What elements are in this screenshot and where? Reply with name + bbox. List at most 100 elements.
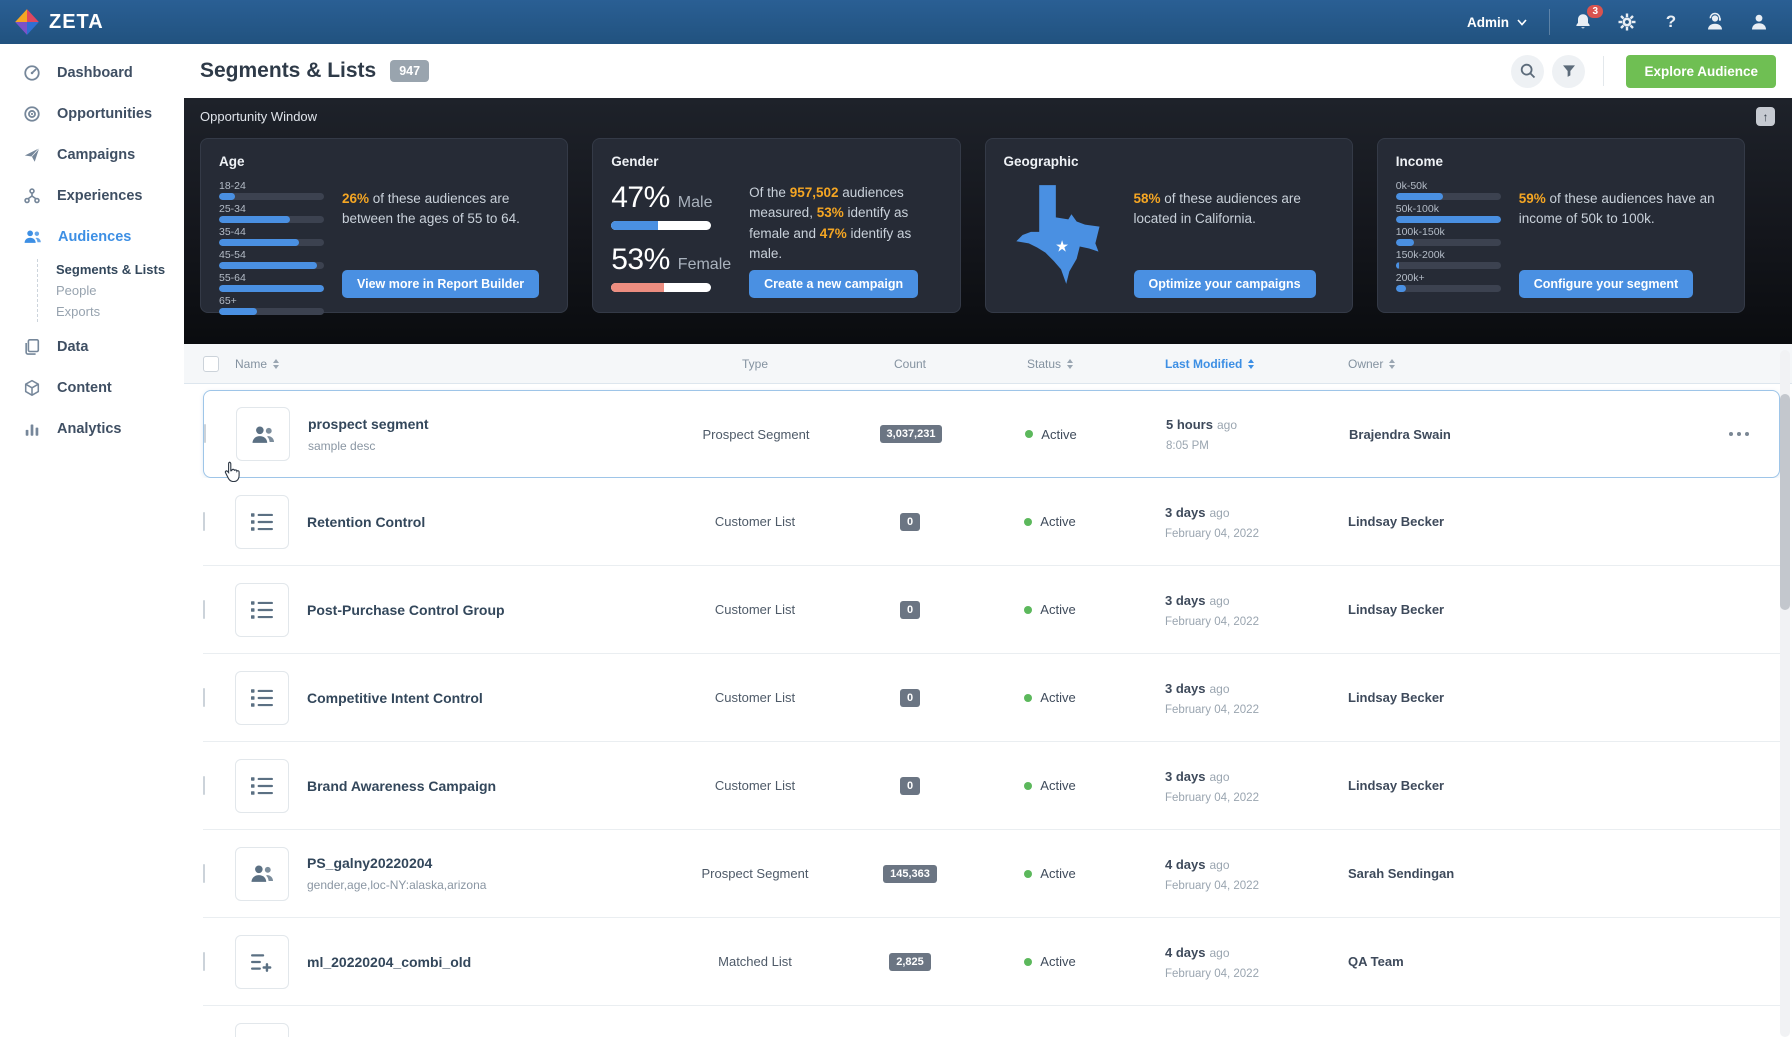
sidebar-label: Experiences bbox=[57, 187, 143, 204]
sidebar-item-audiences[interactable]: Audiences bbox=[0, 216, 184, 257]
collapse-panel-button[interactable]: ↑ bbox=[1756, 107, 1775, 126]
support-button[interactable] bbox=[1704, 11, 1726, 33]
table-row[interactable]: Competitive Intent Control Customer List… bbox=[203, 654, 1780, 742]
count-badge: 0 bbox=[899, 512, 921, 531]
row-checkbox[interactable] bbox=[203, 775, 205, 795]
sidebar-item-people[interactable]: People bbox=[56, 283, 97, 298]
row-checkbox[interactable] bbox=[203, 951, 205, 971]
count-badge: 3,037,231 bbox=[879, 425, 943, 443]
table-row-partial[interactable] bbox=[203, 1006, 1780, 1037]
sidebar-label: Opportunities bbox=[57, 105, 153, 122]
sidebar-item-exports[interactable]: Exports bbox=[56, 304, 101, 319]
geographic-insight-text: 58% of these audiences are located in Ca… bbox=[1133, 191, 1301, 227]
status-dot bbox=[1024, 605, 1033, 614]
total-count-badge: 947 bbox=[390, 60, 430, 82]
row-checkbox[interactable] bbox=[203, 511, 205, 531]
campaigns-icon bbox=[24, 147, 40, 162]
sidebar-item-data[interactable]: Data bbox=[0, 326, 184, 367]
sidebar-item-dashboard[interactable]: Dashboard bbox=[0, 52, 184, 93]
opportunities-icon bbox=[24, 105, 40, 122]
status-label: Active bbox=[1040, 602, 1076, 617]
sidebar-item-segments-lists[interactable]: Segments & Lists bbox=[56, 262, 166, 277]
map-star-icon: ★ bbox=[1055, 239, 1069, 256]
income-bar bbox=[1395, 262, 1501, 269]
row-checkbox[interactable] bbox=[204, 424, 206, 443]
column-name: Name bbox=[235, 356, 268, 371]
table-row[interactable]: prospect segment sample desc Prospect Seg… bbox=[204, 391, 1779, 477]
row-menu-button[interactable] bbox=[1729, 432, 1749, 436]
search-button[interactable] bbox=[1511, 54, 1545, 88]
modified-relative: 4 days bbox=[1165, 856, 1206, 872]
column-owner: Owner bbox=[1348, 356, 1384, 371]
sidebar-item-content[interactable]: Content bbox=[0, 367, 184, 408]
sort-owner-button[interactable] bbox=[1389, 358, 1396, 369]
explore-audience-button[interactable]: Explore Audience bbox=[1626, 54, 1776, 88]
sort-last-modified-button[interactable] bbox=[1248, 358, 1255, 369]
optimize-campaigns-button[interactable]: Optimize your campaigns bbox=[1133, 270, 1316, 298]
configure-segment-button[interactable]: Configure your segment bbox=[1518, 270, 1694, 298]
segment-type: Matched List bbox=[718, 954, 792, 969]
create-campaign-button[interactable]: Create a new campaign bbox=[749, 270, 919, 298]
scrollbar-track[interactable] bbox=[1780, 350, 1790, 1037]
sidebar-item-analytics[interactable]: Analytics bbox=[0, 408, 184, 449]
sort-name-button[interactable] bbox=[273, 358, 280, 369]
count-badge: 0 bbox=[899, 600, 921, 619]
age-card: Age 18-24 25-34 35-44 45-54 55-64 65+ bbox=[200, 138, 569, 315]
table-row[interactable]: ml_20220204_combi_old Matched List 2,825… bbox=[203, 918, 1780, 1006]
sidebar-item-opportunities[interactable]: Opportunities bbox=[0, 93, 184, 134]
segment-name: Competitive Intent Control bbox=[307, 689, 483, 706]
list-icon bbox=[235, 582, 289, 637]
modified-detail: February 04, 2022 bbox=[1165, 527, 1259, 540]
count-badge: 145,363 bbox=[883, 864, 937, 883]
settings-button[interactable] bbox=[1616, 11, 1638, 33]
table-row-selected: prospect segment sample desc Prospect Seg… bbox=[203, 390, 1780, 478]
female-percent: 53% bbox=[611, 243, 670, 276]
row-checkbox[interactable] bbox=[203, 599, 205, 619]
status-label: Active bbox=[1040, 514, 1076, 529]
modified-detail: February 04, 2022 bbox=[1165, 879, 1259, 892]
segment-type: Customer List bbox=[714, 690, 796, 705]
table-row[interactable]: Post-Purchase Control Group Customer Lis… bbox=[203, 566, 1780, 654]
sidebar-label: Content bbox=[57, 379, 112, 396]
admin-menu[interactable]: Admin bbox=[1467, 15, 1527, 30]
help-button[interactable]: ? bbox=[1660, 11, 1682, 33]
help-icon: ? bbox=[1665, 12, 1677, 31]
owner-name: Sarah Sendingan bbox=[1348, 866, 1455, 881]
table-row[interactable]: Retention Control Customer List 0 Active… bbox=[203, 478, 1780, 566]
row-checkbox[interactable] bbox=[203, 687, 205, 707]
income-card: Income 0k-50k 50k-100k 100k-150k 150k-20… bbox=[1376, 138, 1745, 313]
sidebar-label: Campaigns bbox=[57, 146, 136, 163]
table-row[interactable]: Brand Awareness Campaign Customer List 0… bbox=[203, 742, 1780, 830]
segment-name: PS_galny20220204 bbox=[307, 855, 433, 871]
status-label: Active bbox=[1041, 426, 1077, 442]
table-row[interactable]: PS_galny20220204 gender,age,loc-NY:alaska… bbox=[203, 830, 1780, 918]
scrollbar-thumb[interactable] bbox=[1780, 394, 1790, 610]
sidebar-label: Analytics bbox=[57, 420, 122, 437]
user-button[interactable] bbox=[1748, 11, 1770, 33]
row-checkbox[interactable] bbox=[203, 863, 205, 883]
sort-status-button[interactable] bbox=[1067, 358, 1074, 369]
segment-name: Post-Purchase Control Group bbox=[307, 601, 505, 618]
sidebar-item-experiences[interactable]: Experiences bbox=[0, 175, 184, 216]
segment-type: Prospect Segment bbox=[702, 426, 810, 442]
report-builder-button[interactable]: View more in Report Builder bbox=[342, 270, 540, 298]
income-bar-label: 100k-150k bbox=[1395, 226, 1445, 238]
table-header: Name Type Count Status Last Modified Own… bbox=[184, 344, 1792, 384]
notifications-button[interactable]: 3 bbox=[1572, 5, 1603, 33]
sidebar-item-campaigns[interactable]: Campaigns bbox=[0, 134, 184, 175]
age-card-title: Age bbox=[219, 154, 245, 169]
income-bars: 0k-50k 50k-100k 100k-150k 150k-200k 200k… bbox=[1395, 180, 1501, 298]
search-icon bbox=[1520, 63, 1536, 79]
owner-name: Lindsay Becker bbox=[1348, 514, 1445, 529]
status-label: Active bbox=[1040, 690, 1076, 705]
segment-type: Customer List bbox=[714, 514, 796, 529]
modified-ago: ago bbox=[1209, 857, 1230, 872]
income-bar-label: 0k-50k bbox=[1395, 180, 1428, 192]
select-all-checkbox[interactable] bbox=[203, 355, 219, 372]
status-dot bbox=[1024, 869, 1033, 878]
brand[interactable]: ZETA bbox=[14, 8, 104, 36]
filter-button[interactable] bbox=[1552, 54, 1586, 88]
status-dot bbox=[1024, 693, 1033, 702]
income-bar bbox=[1395, 285, 1501, 292]
